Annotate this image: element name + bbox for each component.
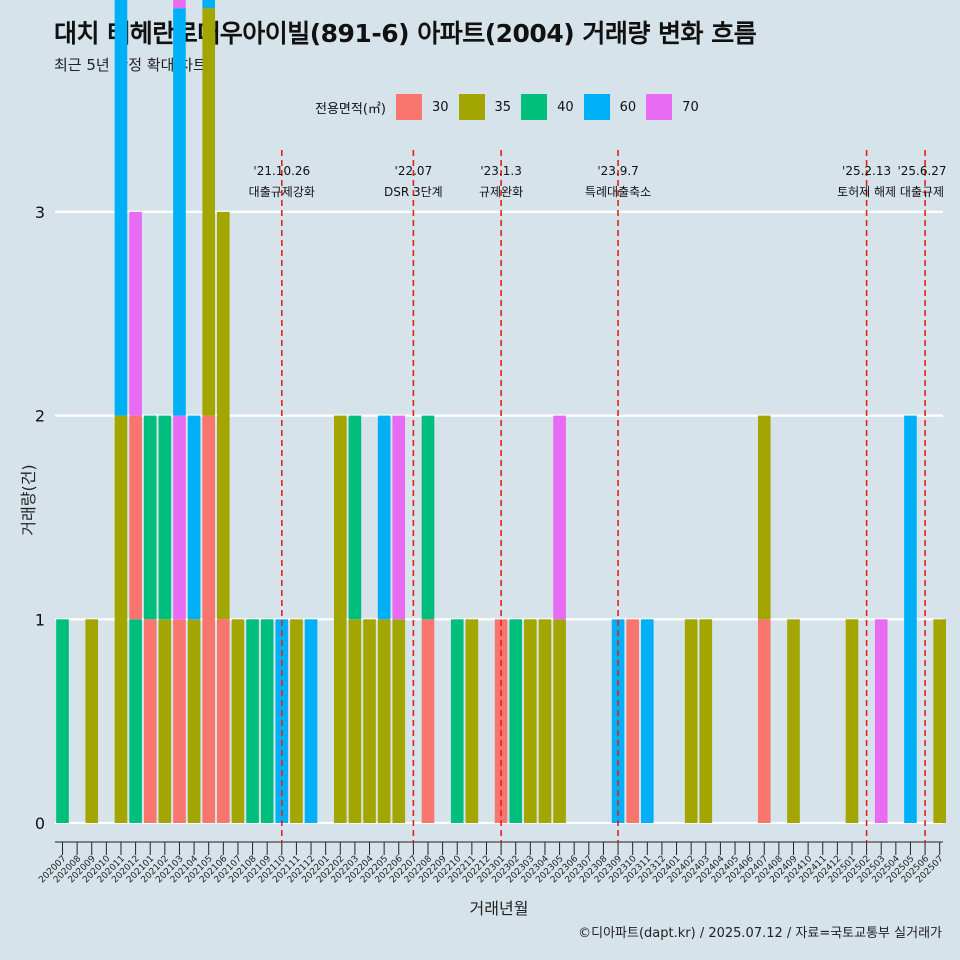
y-axis-title: 거래량(건): [19, 464, 38, 535]
bar-202012-70-2: [129, 211, 142, 416]
bar-202208-30-0: [421, 619, 435, 823]
bar-202106-35-1: [217, 211, 230, 620]
y-tick-label: 3: [35, 203, 45, 222]
bar-202407-30-0: [757, 619, 771, 823]
legend-item-40: 40: [521, 94, 574, 120]
bar-202203-35-0: [348, 619, 362, 823]
legend-swatch-40: [521, 94, 548, 120]
bar-202409-35-0: [787, 619, 800, 823]
legend-label-70: 70: [682, 99, 699, 115]
bar-202107-35-0: [231, 619, 245, 823]
event-name-label: 대출규제: [900, 185, 944, 199]
bar-202111-35-0: [290, 619, 303, 823]
bar-202303-35-0: [524, 619, 537, 823]
bar-202202-35-0: [333, 415, 347, 823]
bar-202205-60-1: [377, 415, 391, 620]
chart-title: 대치 테헤란로대우아이빌(891-6) 아파트(2004) 거래량 변화 흐름: [54, 19, 757, 48]
bar-202205-35-0: [377, 619, 391, 823]
y-tick-label: 0: [35, 814, 45, 833]
bar-202103-60-2: [173, 8, 186, 416]
bar-202501-35-0: [845, 619, 859, 823]
legend-item-70: 70: [646, 94, 699, 120]
bar-202012-30-1: [129, 415, 142, 620]
bar-202407-35-1: [757, 415, 771, 620]
source-caption: ©디아파트(dapt.kr) / 2025.07.12 / 자료=국토교통부 실…: [578, 926, 942, 941]
legend-swatch-60: [583, 94, 610, 120]
legend-label-30: 30: [431, 99, 449, 115]
bar-202106-30-0: [217, 619, 230, 823]
bar-202105-35-1: [202, 8, 216, 416]
legend-title: 전용면적(㎡): [315, 101, 386, 117]
legend-swatch-70: [646, 94, 673, 120]
bar-202203-40-1: [348, 415, 362, 620]
bar-202305-70-1: [553, 415, 566, 620]
bar-202012-40-0: [129, 619, 142, 823]
bar-202104-35-0: [187, 619, 201, 823]
bar-202105-30-0: [202, 415, 216, 823]
event-name-label: 특례대출축소: [585, 185, 651, 199]
event-date-label: '22.07: [395, 164, 433, 178]
legend: 전용면적(㎡) 30 35 40 60 70: [315, 93, 709, 121]
bar-202206-35-0: [392, 619, 406, 823]
bar-202101-30-0: [143, 619, 157, 823]
bar-202211-35-0: [465, 619, 479, 823]
bar-202403-35-0: [699, 619, 713, 823]
legend-label-40: 40: [557, 99, 574, 115]
bar-202101-40-1: [143, 415, 157, 620]
event-name-label: 규제완화: [479, 185, 523, 199]
event-date-label: '21.10.26: [253, 164, 310, 178]
bar-202007-40-0: [56, 619, 69, 823]
bar-202011-60-1: [114, 0, 128, 416]
bar-202103-30-0: [173, 619, 186, 823]
x-axis-title: 거래년월: [470, 899, 529, 918]
bar-202503-70-0: [874, 619, 888, 823]
legend-item-35: 35: [458, 94, 512, 120]
bar-202310-30-0: [626, 619, 639, 823]
bar-202206-70-1: [392, 415, 406, 620]
y-tick-label: 1: [35, 610, 45, 629]
bar-202009-35-0: [85, 619, 99, 823]
bar-202103-70-1: [173, 415, 186, 620]
event-name-label: DSR 3단계: [384, 185, 443, 199]
bar-202204-35-0: [363, 619, 376, 823]
bar-202302-40-0: [509, 619, 523, 823]
bar-202304-35-0: [538, 619, 552, 823]
event-date-label: '25.6.27: [897, 164, 946, 178]
bar-202507-35-0: [933, 619, 947, 823]
legend-swatch-30: [395, 94, 422, 120]
y-tick-label: 2: [35, 407, 45, 426]
bar-202103-70-3: [173, 0, 186, 9]
bar-202305-35-0: [553, 619, 566, 823]
bar-202208-40-1: [421, 415, 435, 620]
bar-202108-40-0: [246, 619, 259, 823]
bar-202102-40-1: [158, 415, 172, 620]
event-date-label: '23.1.3: [480, 164, 521, 178]
bar-202011-35-0: [114, 415, 128, 823]
chart-subtitle: 최근 5년 한정 확대 차트: [54, 56, 207, 74]
bar-202210-40-0: [450, 619, 464, 823]
legend-label-35: 35: [494, 99, 512, 115]
legend-item-60: 60: [583, 94, 637, 120]
event-name-label: 토허제 해제: [837, 185, 896, 199]
legend-label-60: 60: [619, 99, 637, 115]
bar-202505-60-0: [904, 415, 917, 823]
bar-202311-60-0: [640, 619, 654, 823]
bar-202109-40-0: [260, 619, 274, 823]
event-date-label: '23.9.7: [597, 164, 638, 178]
bar-202402-35-0: [684, 619, 698, 823]
bar-202102-35-0: [158, 619, 172, 823]
legend-item-30: 30: [395, 94, 449, 120]
bar-202105-60-2: [202, 0, 216, 9]
bar-202104-60-1: [187, 415, 201, 620]
bar-202112-60-0: [304, 619, 318, 823]
event-date-label: '25.2.13: [842, 164, 891, 178]
legend-swatch-35: [458, 94, 485, 120]
event-name-label: 대출규제강화: [249, 185, 315, 199]
